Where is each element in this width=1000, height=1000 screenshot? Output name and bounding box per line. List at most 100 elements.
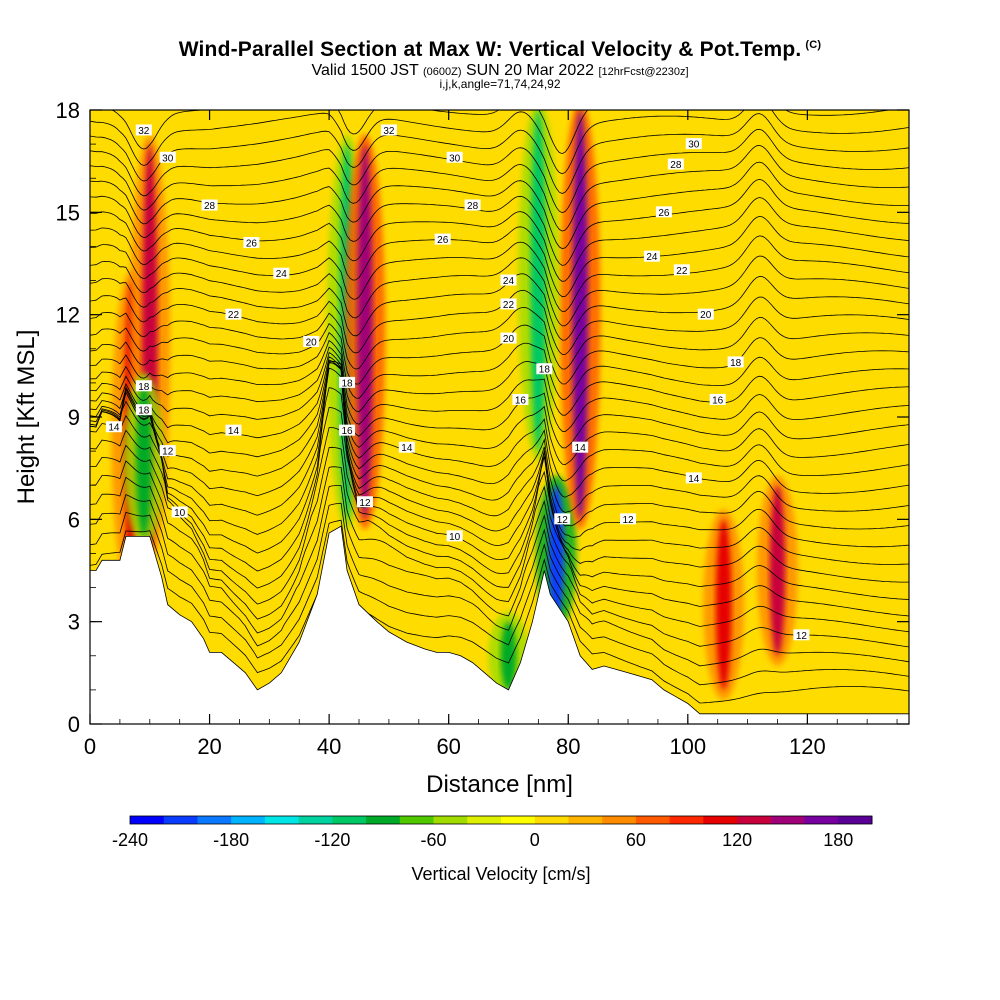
colorbar-tick-label: 0 <box>530 830 540 850</box>
x-tick-label: 120 <box>789 734 826 759</box>
theta-contour-2 <box>90 494 909 667</box>
theta-contour-29 <box>90 144 909 232</box>
theta-contour-28 <box>90 161 909 250</box>
theta-contour-32 <box>90 110 909 175</box>
chart-title-text: Wind-Parallel Section at Max W: Vertical… <box>178 38 802 61</box>
theta-label-bg <box>398 441 415 453</box>
theta-label-19: 20 <box>500 332 517 345</box>
theta-label-text: 20 <box>503 334 515 345</box>
colorbar-swatch <box>804 816 839 824</box>
theta-label-text: 32 <box>383 126 395 137</box>
colorbar-swatch <box>399 816 435 824</box>
colorbar-swatch <box>264 816 300 824</box>
theta-label-7: 18 <box>135 380 152 393</box>
axes: 0 20 40 60 80 100 120 0 3 6 9 12 15 18 Distance [nm] He… <box>13 98 909 798</box>
theta-label-25: 18 <box>536 363 553 376</box>
theta-label-bg <box>554 513 571 525</box>
y-tick-label: 0 <box>68 712 80 737</box>
theta-label-text: 24 <box>503 276 515 287</box>
y-tick-label: 15 <box>56 200 80 225</box>
theta-contour-16 <box>90 346 909 432</box>
terrain-mask <box>90 525 909 724</box>
theta-label-22: 14 <box>398 441 415 454</box>
theta-label-1: 30 <box>159 151 176 164</box>
indices-text: i,j,k,angle=71,74,24,92 <box>439 77 561 91</box>
theta-label-bg <box>643 250 660 262</box>
theta-label-text: 16 <box>712 395 724 406</box>
theta-contour-19 <box>90 322 909 385</box>
w-core-5 <box>500 621 517 690</box>
theta-contour-20 <box>90 306 909 370</box>
colorbar-swatch <box>366 816 401 824</box>
theta-label-text: 30 <box>162 153 174 164</box>
theta-label-bg <box>159 445 176 457</box>
colorbar-swatch <box>602 816 637 824</box>
theta-label-30: 30 <box>685 138 702 151</box>
colorbar-swatch <box>669 816 704 824</box>
colorbar-tick-label: 120 <box>722 830 752 850</box>
theta-label-text: 16 <box>341 426 353 437</box>
theta-label-text: 14 <box>575 443 587 454</box>
theta-label-bg <box>273 267 290 279</box>
theta-contour-10 <box>90 360 909 530</box>
theta-contour-9 <box>90 367 909 548</box>
y-tick-label: 18 <box>56 98 80 123</box>
theta-label-text: 12 <box>162 447 174 458</box>
theta-label-5: 22 <box>225 308 242 321</box>
theta-contour-8 <box>90 387 909 565</box>
theta-label-text: 30 <box>688 140 700 151</box>
theta-label-text: 14 <box>108 423 120 434</box>
theta-label-10: 14 <box>225 424 242 437</box>
theta-label-9: 14 <box>105 421 122 434</box>
theta-label-bg <box>727 356 744 368</box>
x-tick-label: 40 <box>317 734 341 759</box>
colorbar-swatch <box>501 816 536 824</box>
theta-label-38: 14 <box>685 472 702 485</box>
colorbar-swatch <box>332 816 367 824</box>
y-tick-label: 9 <box>68 405 80 430</box>
theta-contour-31 <box>90 113 909 194</box>
theta-label-text: 18 <box>341 378 353 389</box>
theta-label-text: 28 <box>204 201 216 212</box>
theta-contour-7 <box>90 406 909 583</box>
theta-contour-17 <box>90 339 909 416</box>
theta-label-2: 28 <box>201 199 218 212</box>
theta-label-text: 24 <box>276 269 288 280</box>
theta-label-text: 18 <box>138 382 150 393</box>
theta-label-27: 14 <box>572 441 589 454</box>
y-tick-label: 12 <box>56 303 80 328</box>
theta-label-bg <box>446 151 463 163</box>
theta-label-34: 22 <box>673 264 690 277</box>
theta-label-23: 12 <box>356 496 373 509</box>
theta-label-36: 18 <box>727 356 744 369</box>
theta-label-bg <box>339 376 356 388</box>
theta-label-text: 14 <box>401 443 413 454</box>
theta-contour-11 <box>90 362 909 513</box>
colorbar-swatch <box>635 816 671 824</box>
x-axis-label: Distance [nm] <box>426 771 573 798</box>
subtitle-utc: (0600Z) <box>422 66 462 78</box>
theta-label-4: 24 <box>273 267 290 280</box>
theta-label-text: 18 <box>138 406 150 417</box>
theta-label-text: 26 <box>658 208 670 219</box>
theta-label-35: 20 <box>697 308 714 321</box>
chart-title: Wind-Parallel Section at Max W: Vertical… <box>0 38 1000 62</box>
w-core-10 <box>715 519 732 690</box>
colorbar-swatch <box>467 816 502 824</box>
theta-contour-22 <box>90 273 909 341</box>
theta-label-14: 30 <box>446 151 463 164</box>
contour-labels: 32 30 28 26 24 22 20 18 18 14 14 12 10 32 30 28 26 24 22 20… <box>105 124 810 642</box>
theta-label-text: 14 <box>688 474 700 485</box>
theta-label-26: 16 <box>512 393 529 406</box>
theta-label-bg <box>655 206 672 218</box>
theta-label-text: 32 <box>138 126 150 137</box>
x-tick-label: 0 <box>84 734 96 759</box>
theta-contour-27 <box>90 178 909 266</box>
y-axis-label: Height [Kft MSL] <box>13 330 40 505</box>
theta-label-bg <box>536 363 553 375</box>
theta-label-bg <box>105 421 122 433</box>
theta-contour-13 <box>90 359 909 482</box>
theta-contour-24 <box>90 235 909 312</box>
theta-label-text: 28 <box>670 160 682 171</box>
theta-label-16: 26 <box>434 233 451 246</box>
